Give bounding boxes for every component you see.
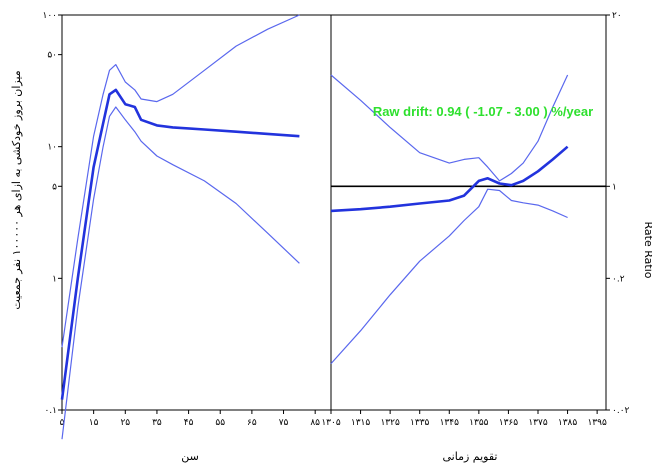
x-tick-label: ۱۳۰۵	[321, 418, 341, 428]
x-tick-label: ۸۵	[310, 418, 320, 428]
y-tick-label: ۵۰	[47, 51, 57, 61]
right-panel: ۱۳۰۵ ۱۳۱۵ ۱۳۲۵ ۱۳۳۵ ۱۳۴۵ ۱۳۵۵ ۱۳۶۵ ۱۳۷۵ ۱۳۸۵ ۱۳۹۵…	[321, 11, 629, 428]
x-tick-label: ۱۳۲۵	[380, 418, 400, 428]
x-tick-label: ۲۵	[120, 418, 130, 428]
y-tick-label: ۰.۲	[612, 274, 625, 284]
x-tick-label: ۱۳۷۵	[528, 418, 548, 428]
x-tick-label: ۱۳۶۵	[499, 418, 519, 428]
y-tick-label: ۱۰۰	[42, 11, 57, 21]
left-panel: ۵ ۱۵ ۲۵ ۳۵ ۴۵ ۵۵ ۶۵ ۷۵ ۸۵ ۱۰۰ ۵۰ ۱۰ ۵ ۱ ۰.۱	[42, 11, 320, 440]
x-tick-label: ۵۵	[215, 418, 225, 428]
left-x-axis-label: سن	[181, 450, 199, 463]
left-y-axis-label: میزان بروز خودکشی به ازای هر ۱۰۰۰۰۰ نفر …	[10, 70, 23, 309]
right-y-axis-label: Rate Ratio	[642, 222, 652, 279]
y-tick-label: ۱۰	[47, 143, 57, 153]
series-lower-line	[330, 188, 568, 365]
x-tick-label: ۳۵	[152, 418, 162, 428]
x-tick-label: ۷۵	[279, 418, 289, 428]
x-tick-label: ۱۵	[89, 418, 99, 428]
x-tick-label: ۱۳۹۵	[587, 418, 607, 428]
x-tick-label: ۵	[60, 418, 65, 428]
series-estimate-line	[60, 88, 300, 400]
x-tick-label: ۱۳۵۵	[469, 418, 489, 428]
x-tick-label: ۱۳۳۵	[410, 418, 430, 428]
series-estimate-line	[330, 145, 569, 213]
series-upper-line	[330, 74, 569, 182]
series-upper-line	[61, 14, 300, 348]
y-tick-label: ۰.۱	[44, 406, 57, 416]
drift-annotation: Raw drift: 0.94 ( -1.07 - 3.00 ) %/year	[373, 104, 593, 119]
series-lower-line	[61, 106, 300, 440]
x-tick-label: ۱۳۸۵	[558, 418, 578, 428]
right-x-axis-label: تقویم زمانی	[443, 450, 498, 463]
y-tick-label: ۰.۰۲	[612, 406, 630, 416]
x-tick-label: ۶۵	[247, 418, 257, 428]
x-tick-label: ۴۵	[184, 418, 194, 428]
x-tick-label: ۱۳۱۵	[351, 418, 371, 428]
x-tick-label: ۱۳۴۵	[440, 418, 460, 428]
y-tick-label: ۱	[612, 182, 617, 192]
right-plot-frame	[330, 14, 607, 411]
y-tick-label: ۱	[52, 274, 57, 284]
y-tick-label: ۲۰	[612, 11, 622, 21]
left-plot-frame	[61, 14, 332, 411]
y-tick-label: ۵	[52, 182, 57, 192]
